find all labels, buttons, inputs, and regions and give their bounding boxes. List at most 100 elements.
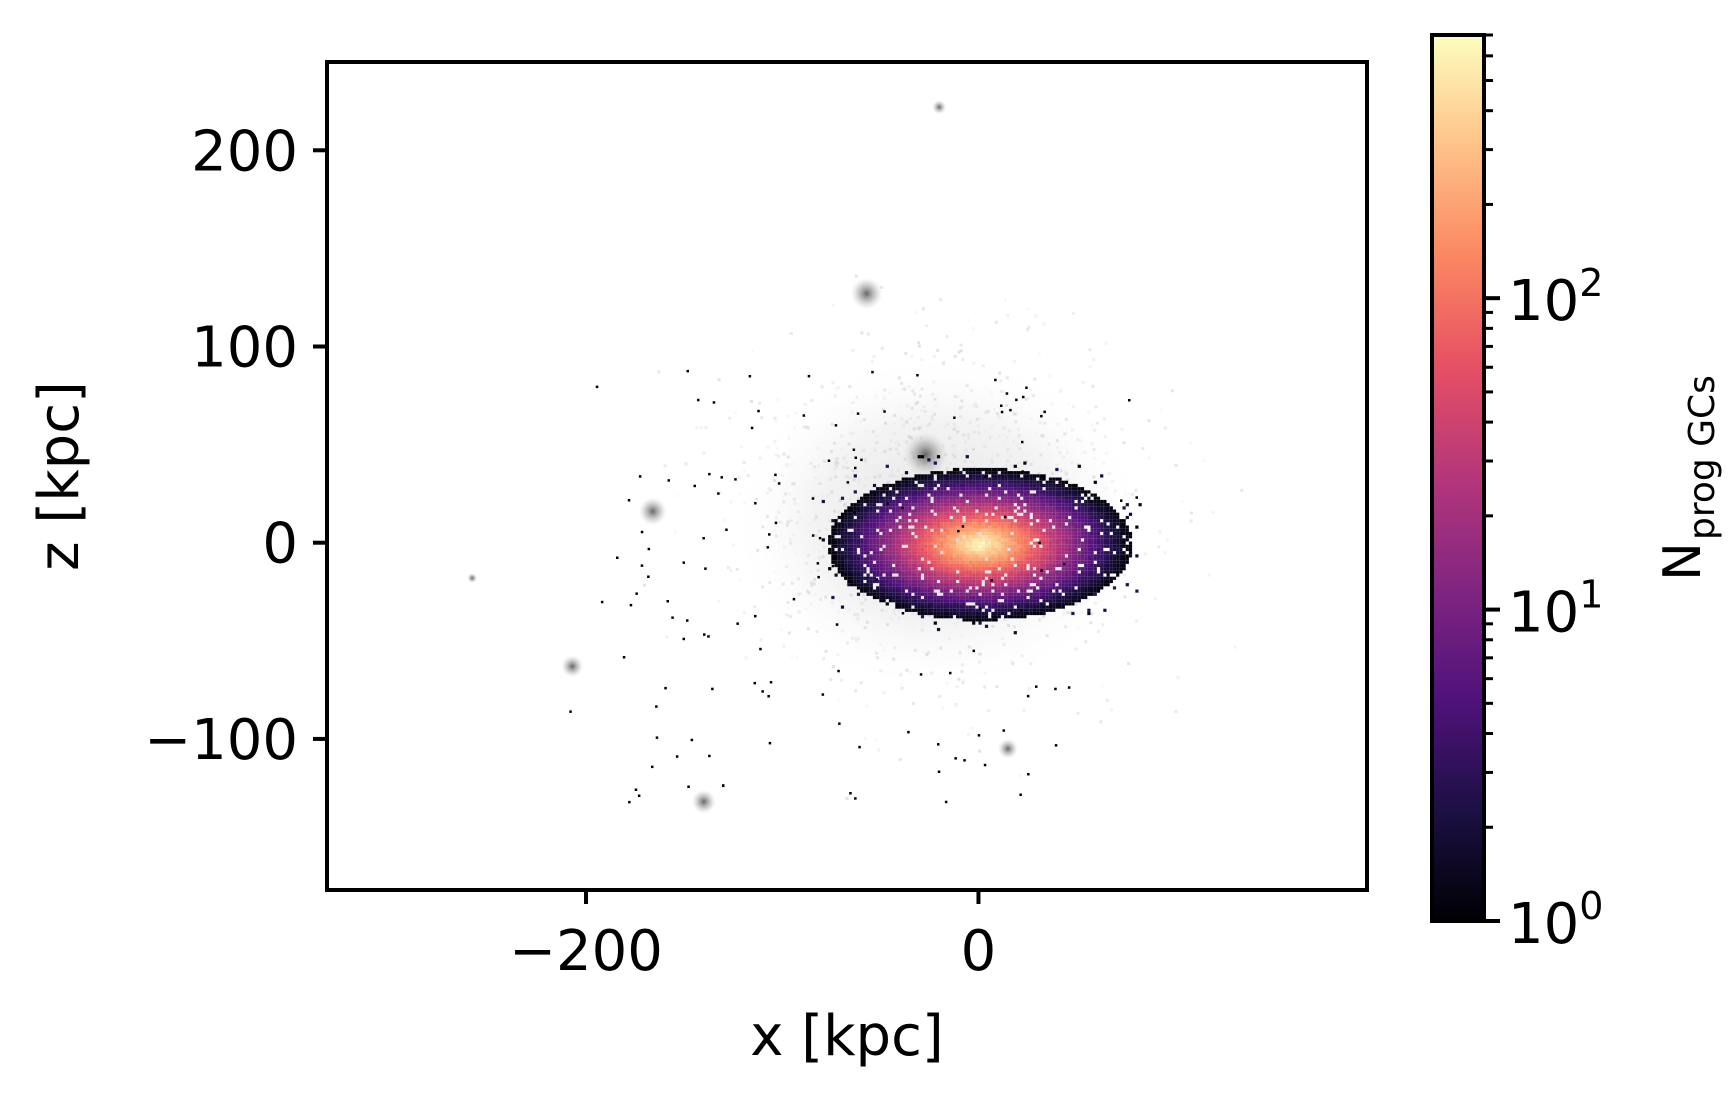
- hist-cell: [1036, 506, 1040, 510]
- hist-cell: [898, 531, 902, 536]
- hist-cell: [1090, 541, 1094, 545]
- halo-pixel: [882, 691, 886, 695]
- hist-cell-sparse: [697, 398, 700, 402]
- halo-pixel: [996, 415, 1000, 419]
- hist-cell: [1029, 567, 1033, 571]
- hist-cell: [1010, 567, 1014, 571]
- hist-cell: [914, 579, 918, 584]
- hist-cell: [924, 544, 928, 548]
- hist-cell: [1004, 554, 1008, 558]
- hist-cell: [1032, 515, 1037, 520]
- hist-cell: [1074, 509, 1078, 513]
- hist-cell: [1112, 522, 1117, 526]
- hist-cell: [968, 477, 973, 481]
- hist-cell: [1036, 557, 1040, 561]
- hist-cell-sparse: [711, 687, 714, 691]
- hist-cell: [879, 576, 883, 580]
- hist-cell: [882, 519, 886, 523]
- halo-pixel: [963, 460, 967, 464]
- hist-cell: [882, 509, 886, 513]
- hist-cell: [828, 551, 832, 555]
- hist-cell: [850, 547, 854, 552]
- hist-cell: [984, 567, 989, 571]
- halo-pixel: [850, 410, 854, 414]
- hist-cell: [885, 522, 889, 526]
- hist-cell: [856, 506, 861, 510]
- halo-pixel: [915, 422, 919, 426]
- hist-cell: [1080, 573, 1085, 577]
- halo-pixel: [951, 444, 955, 448]
- hist-cell: [994, 586, 998, 590]
- hist-cell: [876, 592, 880, 596]
- hist-cell: [834, 531, 838, 536]
- hist-cell: [860, 506, 864, 510]
- hist-cell: [1016, 563, 1021, 568]
- halo-pixel: [901, 473, 905, 477]
- hist-cell: [885, 535, 889, 539]
- hist-cell: [1080, 509, 1085, 513]
- hist-cell: [847, 579, 851, 584]
- halo-pixel: [824, 649, 828, 653]
- hist-cell: [1103, 531, 1107, 536]
- hist-cell: [1023, 493, 1027, 497]
- halo-pixel: [784, 492, 788, 496]
- hist-cell: [1048, 599, 1053, 603]
- hist-cell: [988, 522, 992, 526]
- halo-pixel: [925, 674, 929, 678]
- hist-cell: [1061, 512, 1065, 516]
- hist-cell: [914, 608, 918, 612]
- hist-cell: [869, 576, 873, 580]
- hist-cell: [1109, 576, 1113, 580]
- hist-cell: [860, 567, 864, 571]
- hist-cell: [1061, 506, 1065, 510]
- halo-pixel: [952, 427, 956, 431]
- hist-cell: [853, 525, 857, 529]
- hist-cell: [1052, 602, 1056, 606]
- halo-pixel: [876, 461, 880, 464]
- halo-pixel: [989, 393, 993, 397]
- hist-cell: [927, 554, 931, 558]
- hist-cell: [984, 624, 989, 628]
- hist-cell: [1068, 531, 1072, 536]
- hist-cell: [1052, 531, 1056, 536]
- halo-pixel: [898, 758, 902, 762]
- hist-cell: [863, 589, 867, 593]
- hist-cell: [911, 512, 915, 516]
- hist-cell: [869, 512, 873, 516]
- hist-cell: [885, 483, 889, 488]
- hist-cell: [1116, 544, 1120, 548]
- halo-pixel: [946, 426, 950, 430]
- hist-cell: [1020, 519, 1024, 523]
- hist-cell: [975, 525, 979, 529]
- hist-cell: [920, 551, 925, 555]
- halo-pixel: [1110, 708, 1114, 712]
- halo-pixel: [889, 439, 893, 443]
- hist-cell: [927, 477, 931, 481]
- hist-cell: [965, 592, 969, 596]
- halo-pixel: [977, 431, 981, 435]
- hist-cell: [1026, 541, 1030, 545]
- halo-pixel: [871, 464, 875, 468]
- halo-pixel: [777, 510, 780, 514]
- hist-cell: [904, 551, 909, 555]
- hist-cell: [1029, 483, 1033, 488]
- hist-cell: [1055, 509, 1059, 513]
- hist-cell: [1119, 551, 1123, 555]
- halo-pixel: [900, 686, 904, 690]
- hist-cell: [1013, 496, 1017, 500]
- halo-pixel: [753, 605, 757, 609]
- hist-cell: [853, 509, 857, 513]
- hist-cell: [856, 570, 861, 574]
- hist-cell: [1016, 586, 1021, 590]
- hist-cell: [911, 563, 915, 568]
- hist-cell: [930, 595, 934, 600]
- halo-pixel: [813, 467, 817, 471]
- halo-pixel: [1080, 611, 1084, 615]
- hist-cell: [946, 538, 950, 542]
- hist-cell: [994, 615, 998, 619]
- hist-cell: [1013, 547, 1017, 552]
- halo-pixel: [1056, 422, 1060, 426]
- hist-cell: [975, 554, 979, 558]
- halo-pixel: [978, 749, 982, 753]
- hist-cell: [1023, 602, 1027, 606]
